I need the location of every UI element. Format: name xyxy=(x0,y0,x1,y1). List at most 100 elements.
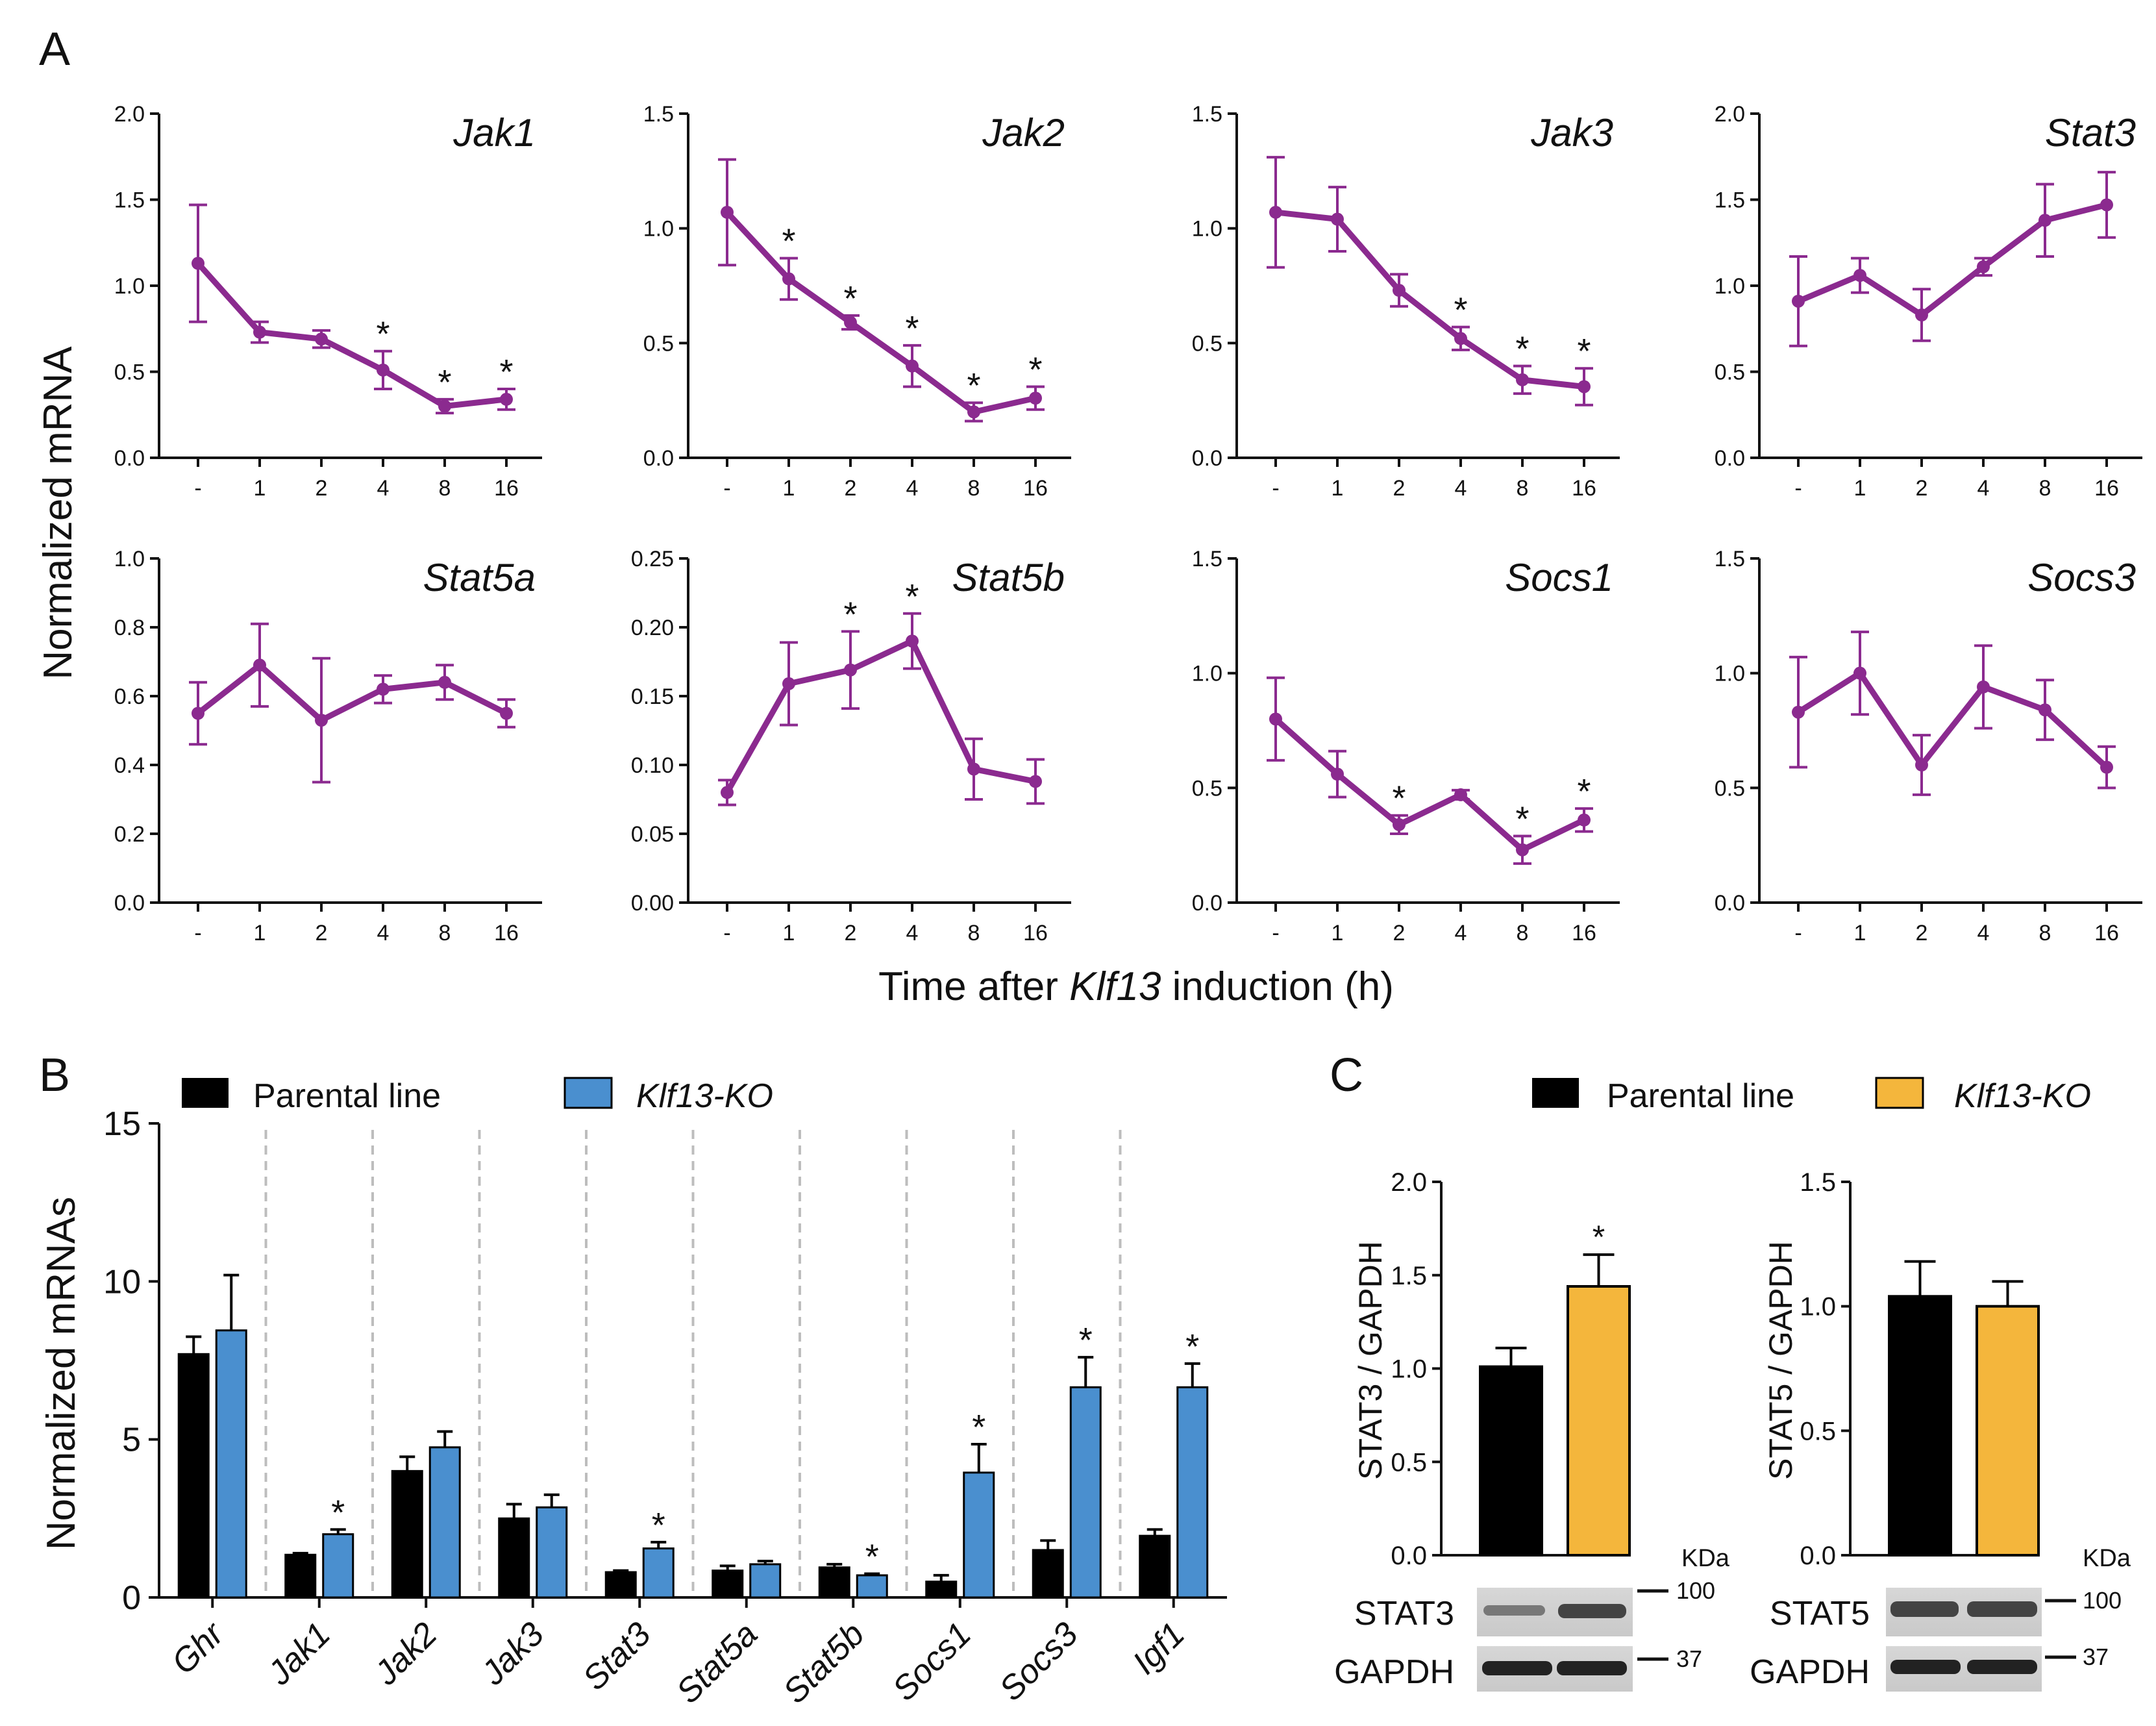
socs1-point xyxy=(1269,712,1282,726)
panel-c-right-ytick-label: 0.0 xyxy=(1800,1542,1836,1570)
blot-left-stat3-band-1 xyxy=(1483,1605,1545,1616)
panel-c-left-bar-ko xyxy=(1567,1285,1631,1557)
jak1-point xyxy=(192,256,204,270)
stat3-ytick-label: 1.5 xyxy=(1715,188,1745,213)
socs1-xtick-label: 8 xyxy=(1517,921,1529,945)
panel-c-right-ytick-label: 1.5 xyxy=(1800,1168,1836,1197)
blot-left-mw2: 37 xyxy=(1676,1645,1702,1672)
socs1-ytick-label: 1.0 xyxy=(1192,662,1222,686)
socs1-point xyxy=(1393,818,1406,831)
jak3-point xyxy=(1454,332,1467,345)
panel-b-ylabel: Normalized mRNAs xyxy=(39,1197,84,1550)
bar-igf1-parental xyxy=(1139,1534,1171,1599)
socs3-ytick-label: 1.0 xyxy=(1715,662,1745,686)
panel-label-b: B xyxy=(39,1049,70,1101)
stat3-xtick-label: 8 xyxy=(2039,476,2051,501)
stat3-xtick-label: 1 xyxy=(1854,476,1866,501)
panel-b-category-socs1: Socs1 xyxy=(886,1615,978,1708)
stat3-point xyxy=(1977,260,1990,273)
panel-label-a: A xyxy=(39,23,70,75)
bar-igf1-ko xyxy=(1176,1386,1209,1599)
jak1-ytick-label: 0.0 xyxy=(114,446,145,471)
jak2-xtick-label: - xyxy=(723,476,730,501)
socs1-xtick-label: 1 xyxy=(1332,921,1344,945)
legend-swatch-parental-c xyxy=(1532,1078,1579,1108)
stat5b-point xyxy=(721,786,734,799)
jak1-point xyxy=(315,332,328,346)
panel-label-c: C xyxy=(1330,1049,1363,1101)
panel-b-category-igf1: Igf1 xyxy=(1126,1615,1192,1681)
bar-socs3-ko xyxy=(1069,1386,1102,1599)
stat5b-ytick-label: 0.15 xyxy=(631,684,674,709)
bar-jak1-ko xyxy=(322,1533,354,1599)
stat5b-ytick-label: 0.00 xyxy=(631,891,674,916)
jak2-point xyxy=(782,272,795,286)
bar-stat5a-parental xyxy=(712,1570,744,1599)
panel-b-legend: Parental line Klf13-KO xyxy=(182,1077,773,1115)
panel-a-xlabel: Time after Klf13 induction (h) xyxy=(878,964,1394,1009)
panel-b-category-stat5a: Stat5a xyxy=(669,1615,765,1710)
blot-right-band2-label: GAPDH xyxy=(1750,1653,1870,1691)
bar-jak2-parental xyxy=(391,1470,423,1599)
stat3-point xyxy=(1915,308,1928,322)
bar-significance-star: * xyxy=(865,1538,879,1577)
blot-left: KDa STAT3 GAPDH 100 37 xyxy=(1334,1545,1730,1692)
socs1-ytick-label: 0.5 xyxy=(1192,776,1222,801)
blot-right-gapdh-band-1 xyxy=(1890,1660,1961,1674)
jak3-xtick-label: 16 xyxy=(1572,476,1596,501)
stat5a-series-line xyxy=(196,662,508,723)
stat5a-ytick-label: 0.2 xyxy=(114,822,145,847)
socs3-xtick-label: 4 xyxy=(1977,921,1990,945)
chart-jak1: 0.0 0.5 1.0 1.5 2.0 - 1 2 4 8 16 Jak1 * * * xyxy=(114,102,542,501)
panel-b-category-jak1: Jak1 xyxy=(260,1615,338,1692)
stat5b-significance-star: * xyxy=(905,577,919,616)
panel-c-right-ylabel: STAT5 / GAPDH xyxy=(1763,1241,1799,1480)
socs3-xtick-label: 8 xyxy=(2039,921,2051,945)
stat5b-series-line xyxy=(725,638,1036,794)
stat5b-ytick-label: 0.20 xyxy=(631,616,674,640)
stat5b-xtick-label: 2 xyxy=(845,921,857,945)
stat5b-ytick-label: 0.25 xyxy=(631,547,674,571)
socs1-xtick-label: 4 xyxy=(1455,921,1467,945)
stat5b-xtick-label: 4 xyxy=(906,921,919,945)
socs3-point xyxy=(2038,703,2051,717)
stat5a-xtick-label: 2 xyxy=(316,921,328,945)
blot-left-band2-label: GAPDH xyxy=(1334,1653,1454,1691)
stat5b-xtick-label: - xyxy=(723,921,730,945)
jak2-xtick-label: 4 xyxy=(906,476,919,501)
jak3-point xyxy=(1578,380,1591,394)
blot-right-kda: KDa xyxy=(2083,1545,2131,1572)
bar-stat5b-ko xyxy=(856,1574,888,1599)
bar-ghr-ko xyxy=(215,1329,247,1599)
legend-swatch-ko xyxy=(564,1077,613,1109)
stat5a-ytick-label: 0.6 xyxy=(114,684,145,709)
stat5a-ytick-label: 0.8 xyxy=(114,616,145,640)
chart-jak3: 0.0 0.5 1.0 1.5 - 1 2 4 8 16 Jak3 * * * xyxy=(1192,102,1620,501)
jak3-significance-star: * xyxy=(1515,330,1529,369)
panel-b-ytick-label: 5 xyxy=(122,1421,141,1459)
bar-stat3-ko xyxy=(642,1547,675,1599)
socs1-point xyxy=(1578,813,1591,827)
stat3-title: Stat3 xyxy=(2045,111,2136,155)
jak1-series-line xyxy=(195,261,507,409)
stat3-xtick-label: 16 xyxy=(2094,476,2119,501)
blot-left-mw1: 100 xyxy=(1676,1577,1715,1604)
jak2-title: Jak2 xyxy=(982,111,1065,155)
blot-right-stat5-band-1 xyxy=(1890,1601,1959,1617)
stat3-xtick-label: - xyxy=(1794,476,1802,501)
jak3-point xyxy=(1516,373,1529,386)
jak1-title: Jak1 xyxy=(452,111,536,155)
stat5b-point xyxy=(906,634,919,648)
jak2-significance-star: * xyxy=(905,309,919,348)
jak2-point xyxy=(1029,392,1042,405)
stat3-point xyxy=(2100,198,2113,212)
legend-label-parental: Parental line xyxy=(253,1077,441,1115)
blot-left-kda: KDa xyxy=(1681,1545,1730,1572)
jak3-point xyxy=(1331,212,1344,226)
stat3-ytick-label: 0.5 xyxy=(1715,360,1745,385)
legend-swatch-parental xyxy=(182,1078,229,1108)
bar-jak3-ko xyxy=(536,1506,568,1599)
stat5a-point xyxy=(253,658,266,672)
socs3-point xyxy=(1853,666,1866,680)
